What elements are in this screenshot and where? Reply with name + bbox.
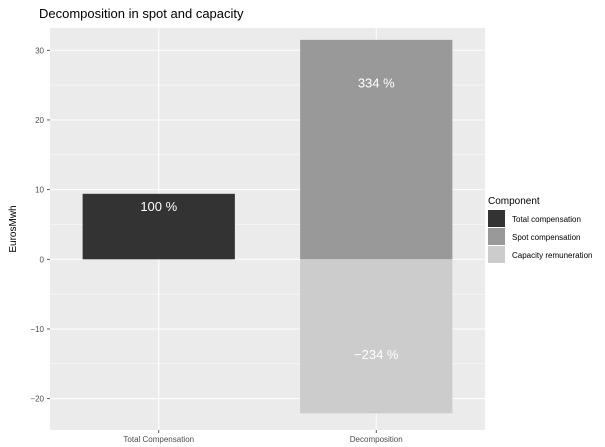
- y-tick-label: 10: [35, 186, 44, 195]
- y-tick-label: −10: [30, 325, 44, 334]
- legend-swatch: [488, 246, 505, 263]
- bar-data-label: 334 %: [358, 76, 395, 91]
- x-axis: Total Compensation Decomposition: [123, 430, 403, 444]
- y-axis: −20 −10 0 10 20 30: [30, 46, 50, 404]
- chart-title: Decomposition in spot and capacity: [39, 6, 244, 21]
- y-tick-label: 0: [40, 255, 45, 264]
- legend-swatch: [488, 210, 505, 227]
- legend-label: Spot compensation: [512, 233, 581, 242]
- y-tick-label: −20: [30, 395, 44, 404]
- bar-data-label: 100 %: [140, 199, 177, 214]
- legend-swatch: [488, 228, 505, 245]
- y-axis-title: EurosMwh: [8, 205, 19, 252]
- legend-title: Component: [488, 196, 540, 207]
- bar-labels: 100 % 334 % −234 %: [140, 76, 399, 362]
- bar-total-compensation: [82, 193, 235, 260]
- x-tick-label: Decomposition: [350, 435, 403, 444]
- y-tick-label: 20: [35, 116, 44, 125]
- bars: [82, 39, 453, 414]
- bar-data-label: −234 %: [354, 347, 399, 362]
- legend-label: Capacity remuneration: [512, 251, 592, 260]
- legend: Component Total compensation Spot compens…: [488, 196, 592, 263]
- bar-spot-compensation: [300, 39, 453, 260]
- y-tick-label: 30: [35, 46, 44, 55]
- bar-capacity-remuneration: [300, 259, 453, 414]
- legend-label: Total compensation: [512, 215, 581, 224]
- x-tick-label: Total Compensation: [123, 435, 194, 444]
